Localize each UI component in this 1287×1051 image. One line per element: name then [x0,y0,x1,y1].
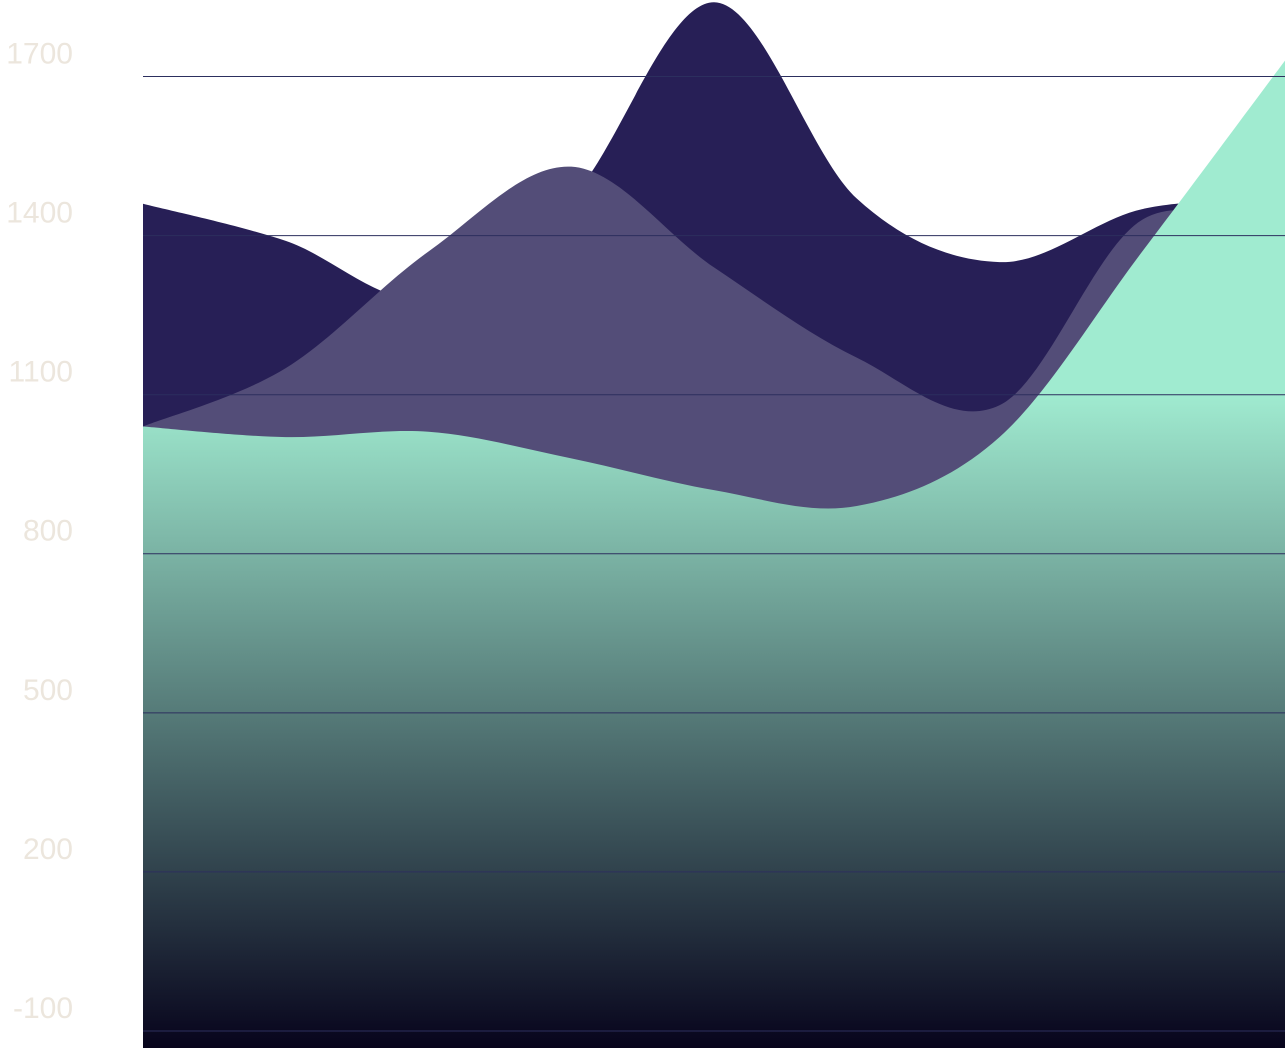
grid [143,76,1285,1032]
y-tick-label: 500 [23,674,73,707]
labels: -100 200 500 800 1100 1400 1700 [6,37,73,1024]
y-tick-label: 1100 [8,356,73,389]
y-tick-label: 1700 [6,37,73,70]
y-tick-label: 800 [23,515,73,548]
areas [143,2,1285,1049]
area [143,60,1285,1049]
y-tick-label: 1400 [6,197,73,230]
y-tick-label: 200 [23,833,73,866]
y-tick-label: -100 [13,992,73,1025]
